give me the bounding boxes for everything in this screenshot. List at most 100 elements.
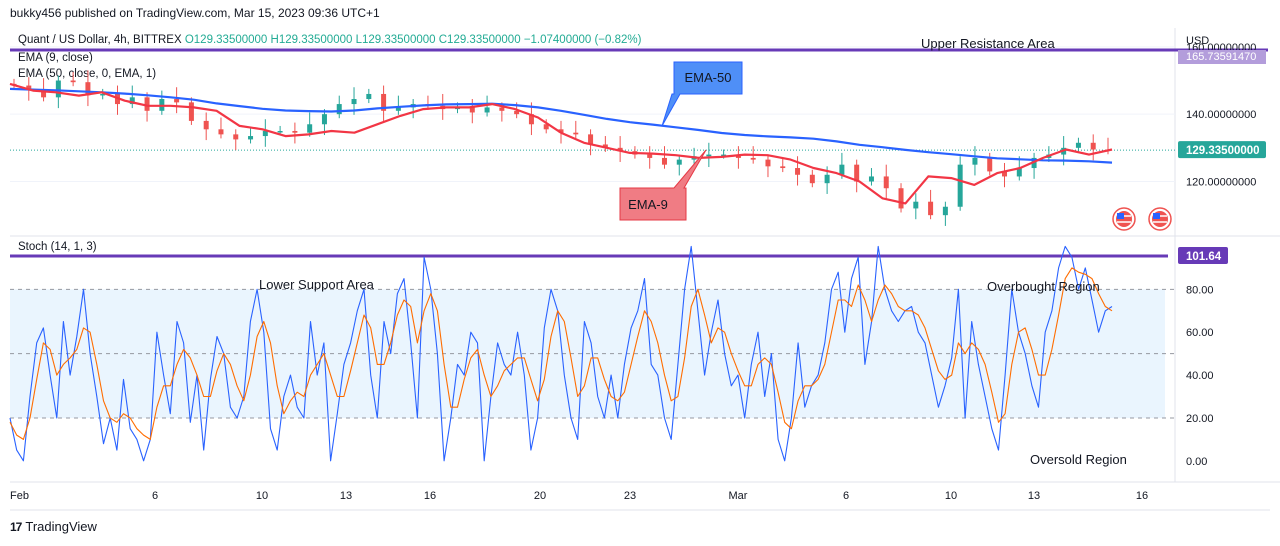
ema9-callout-label: EMA-9 [628, 197, 668, 212]
time-tick-label: 13 [1028, 490, 1040, 502]
candle-body [868, 176, 874, 182]
candlesticks [11, 70, 1111, 226]
time-tick-label: 13 [340, 490, 352, 502]
currency-label: USD [1186, 35, 1209, 47]
candle-body [780, 166, 786, 169]
ema50-callout-label: EMA-50 [685, 70, 732, 85]
legend-low: L129.33500000 [355, 34, 436, 46]
stoch-grid [10, 254, 1175, 419]
stoch-tick-label: 0.00 [1186, 456, 1207, 468]
candle-body [70, 80, 76, 83]
price-tick-label: 140.00000000 [1186, 109, 1256, 121]
tradingview-footer[interactable]: 17 TradingView [10, 519, 97, 534]
legend-open: O129.33500000 [184, 34, 268, 46]
candle-body [854, 164, 860, 182]
current-price-badge [1178, 141, 1266, 159]
resistance-value: 165.73591470 [1186, 51, 1256, 63]
candle-body [987, 157, 993, 172]
candle-body [824, 174, 830, 184]
candle-body [942, 206, 948, 216]
stoch-tick-label: 20.00 [1186, 413, 1214, 425]
legend-high: H129.33500000 [270, 34, 353, 46]
time-tick-label: 10 [945, 490, 957, 502]
time-tick-label: 6 [152, 490, 158, 502]
candle-body [484, 107, 490, 113]
candle-body [588, 134, 594, 145]
symbol-title: Quant / US Dollar, 4h, BITTREX [18, 34, 182, 46]
candle-body [292, 131, 298, 133]
candle-body [469, 107, 475, 113]
tradingview-brand: TradingView [25, 519, 97, 534]
ema9-legend[interactable]: EMA (9, close) [18, 52, 93, 64]
time-tick-label: 16 [1136, 490, 1148, 502]
ema9-callout [619, 149, 707, 221]
tradingview-logo-icon: 17 [10, 519, 22, 534]
candle-body [957, 164, 963, 207]
candle-body [765, 159, 771, 167]
axis-labels: 160.00000000140.00000000120.00000000129.… [10, 42, 1266, 502]
candle-body [913, 201, 919, 209]
candle-body [809, 174, 815, 184]
candle-body [1002, 171, 1008, 177]
stoch-lines [9, 245, 1113, 462]
candle-body [706, 154, 712, 157]
candle-body [203, 120, 209, 130]
oversold-label: Oversold Region [1030, 452, 1127, 467]
stoch-k-line [9, 245, 1113, 462]
annotations: Upper Resistance Area EMA-50 EMA-9 Lower Su… [259, 36, 1127, 467]
candle-body [617, 147, 623, 152]
candle-body [188, 102, 194, 121]
candle-body [174, 99, 180, 103]
ema9-line [9, 82, 1113, 205]
ema50-legend[interactable]: EMA (50, close, 0, EMA, 1) [18, 68, 157, 80]
candle-body [898, 188, 904, 209]
price-grid [10, 46, 1268, 182]
candle-body [528, 114, 534, 125]
candle-body [218, 129, 224, 135]
candle-body [41, 89, 47, 98]
candle-body [750, 157, 756, 160]
time-tick-label: Feb [10, 490, 29, 502]
candle-body [647, 154, 653, 158]
legend-close: C129.33500000 [438, 34, 521, 46]
stoch-tick-label: 40.00 [1186, 370, 1214, 382]
stoch-legend[interactable]: Stoch (14, 1, 3) [18, 241, 97, 253]
symbol-legend: Quant / US Dollar, 4h, BITTREX O129.3350… [18, 34, 641, 46]
stoch-d-line [9, 267, 1113, 440]
candle-body [248, 136, 254, 140]
candle-body [381, 93, 387, 111]
ema50-callout [661, 61, 743, 127]
candle-body [277, 131, 283, 133]
candle-body [499, 107, 505, 111]
candle-body [1075, 142, 1081, 148]
candle-body [602, 144, 608, 148]
candle-body [55, 80, 61, 98]
lower-support-label: Lower Support Area [259, 277, 375, 292]
stoch-value-badge [1178, 247, 1228, 264]
candle-body [1090, 142, 1096, 150]
candle-body [144, 97, 150, 111]
candle-body [661, 157, 667, 165]
current-price-label: 129.33500000 [1186, 145, 1260, 157]
candle-body [129, 97, 135, 105]
resistance-badge [1178, 50, 1266, 64]
candle-body [721, 154, 727, 157]
candle-body [100, 93, 106, 96]
ema50-line [9, 87, 1113, 164]
stoch-tick-label: 80.00 [1186, 284, 1214, 296]
us-flag-icon[interactable] [1148, 207, 1172, 231]
candle-body [233, 134, 239, 140]
overbought-label: Overbought Region [987, 279, 1100, 294]
candle-body [928, 201, 934, 216]
us-flag-icon[interactable] [1112, 207, 1136, 231]
candle-body [1016, 168, 1022, 177]
time-tick-label: 6 [843, 490, 849, 502]
candle-body [395, 107, 401, 111]
candle-body [972, 157, 978, 165]
candle-body [795, 168, 801, 175]
candle-body [883, 176, 889, 189]
candle-body [85, 82, 91, 96]
stoch-tick-label: 60.00 [1186, 327, 1214, 339]
candle-body [676, 159, 682, 165]
